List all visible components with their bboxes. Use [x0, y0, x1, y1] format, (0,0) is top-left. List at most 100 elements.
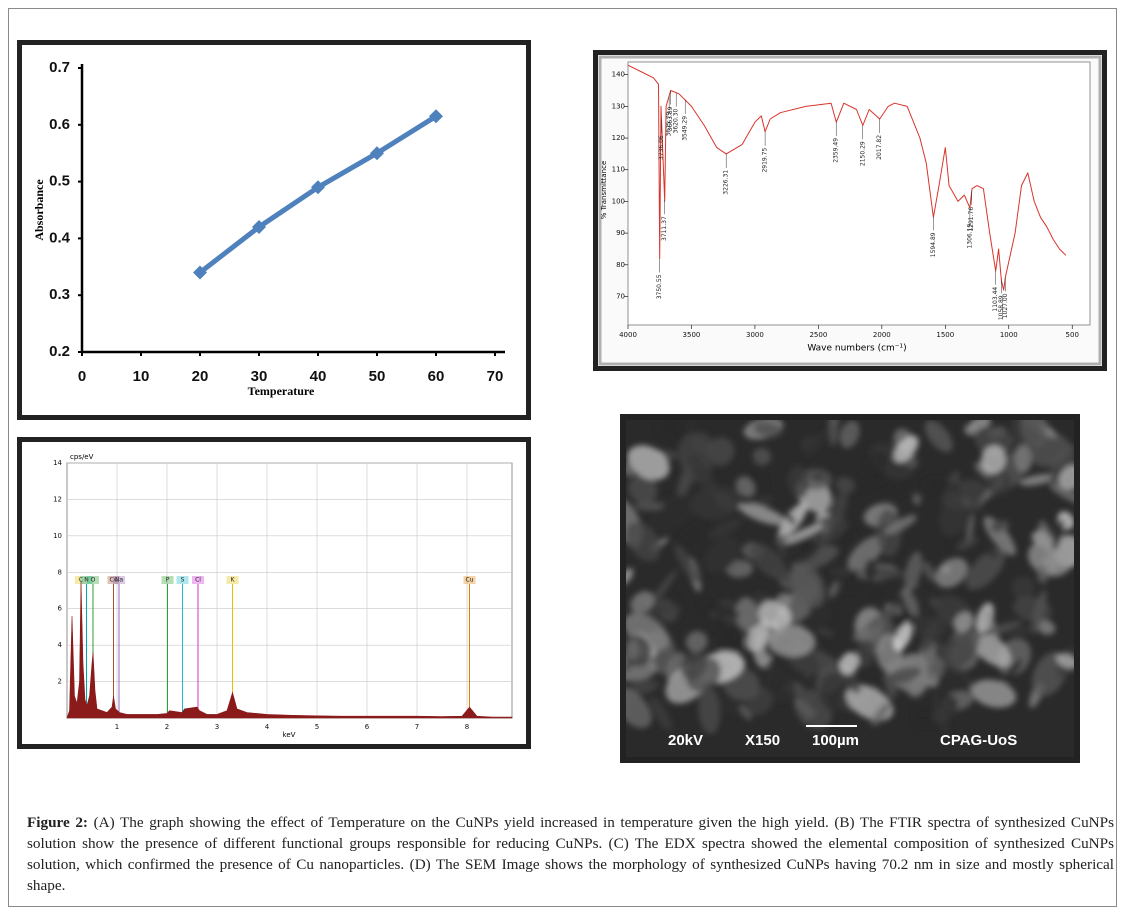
- y-tick-label: 110: [612, 166, 625, 174]
- element-tag: [87, 576, 99, 585]
- sem-grain: [1049, 484, 1074, 507]
- sem-grain: [893, 435, 919, 463]
- peak-label: 2150.29: [859, 141, 866, 166]
- sem-grain: [866, 603, 903, 629]
- peak-label: 2359.49: [833, 138, 840, 163]
- y-tick-label: 130: [612, 102, 625, 110]
- plot-area: [66, 462, 513, 719]
- element-label: K: [231, 577, 236, 584]
- y-tick-label: 14: [53, 459, 62, 467]
- sem-grain: [916, 710, 934, 718]
- sem-grain: [817, 627, 835, 637]
- element-label: O: [91, 577, 96, 584]
- sem-grain: [966, 548, 1006, 590]
- sem-grain: [931, 704, 955, 724]
- x-tick-label: 2500: [809, 331, 827, 339]
- element-label: P: [166, 577, 170, 584]
- sem-grain: [674, 544, 701, 584]
- x-tick-label: 1: [115, 723, 119, 731]
- sem-grain: [791, 563, 826, 608]
- peak-label: 1306.19: [966, 224, 973, 249]
- sem-grain: [943, 623, 981, 670]
- y-tick-label: 80: [616, 261, 625, 269]
- element-tag: [463, 576, 476, 585]
- y-tick-label: 0.6: [49, 116, 70, 133]
- sem-grain: [1055, 653, 1074, 669]
- sem-grain: [1058, 464, 1074, 490]
- sem-grain: [922, 561, 936, 582]
- sem-grain: [1036, 564, 1049, 584]
- sem-grain: [1048, 443, 1074, 489]
- panel-c: 2 4 6 8 10 12 14 1 2 3 4 5 6 7 8 keV cps/eV C N O Cu Na P S Cl K C…: [17, 437, 531, 749]
- sem-grain: [627, 445, 670, 481]
- sem-grain: [1052, 519, 1065, 551]
- sem-grain: [871, 594, 881, 603]
- sem-grain: [735, 476, 755, 498]
- caption: Figure 2: (A) The graph showing the effe…: [27, 812, 1114, 896]
- x-tick-label: 3500: [683, 331, 701, 339]
- sem-grain: [745, 624, 770, 652]
- x-tick-label: 30: [251, 368, 268, 385]
- sem-grain: [888, 666, 922, 684]
- y-tick-label: 90: [616, 229, 625, 237]
- sem-grain: [649, 696, 673, 731]
- peak-label: 1027.00: [1002, 293, 1009, 318]
- sem-grain: [752, 421, 783, 438]
- absorbance-chart: 0.2 0.3 0.4 0.5 0.6 0.7 0 10 20 30 40 50 60 70 Tempera…: [32, 59, 505, 398]
- sem-grain: [912, 591, 943, 618]
- x-tick-label: 500: [1066, 331, 1079, 339]
- data-point: [311, 180, 325, 195]
- sem-grain: [956, 536, 978, 550]
- sem-grain: [784, 523, 823, 544]
- sem-texture: [626, 420, 1074, 736]
- x-tick-label: 10: [133, 368, 150, 385]
- sem-grain: [1031, 532, 1059, 549]
- peak-label: 3736.06: [658, 135, 665, 160]
- sem-grain: [698, 687, 721, 735]
- plot-area: [627, 61, 1091, 326]
- sem-grain: [626, 687, 652, 728]
- element-label: C: [79, 577, 83, 584]
- data-point: [193, 265, 207, 280]
- x-tick-label: 2000: [873, 331, 891, 339]
- sem-grain: [750, 543, 787, 579]
- sem-grain: [758, 600, 792, 631]
- panel-a: 0.2 0.3 0.4 0.5 0.6 0.7 0 10 20 30 40 50 60 70 Tempera…: [17, 40, 531, 420]
- x-tick-label: 70: [487, 368, 504, 385]
- peak-label: 2017.82: [876, 135, 883, 160]
- panel-d: 20kV X150 100µm CPAG-UoS: [620, 414, 1080, 763]
- sem-grain: [828, 420, 839, 447]
- x-axis-label: Temperature: [248, 384, 315, 398]
- sem-grain: [626, 463, 635, 477]
- sem-grain: [866, 452, 888, 473]
- data-point: [429, 109, 443, 124]
- sem-grain: [966, 512, 975, 544]
- sem-grain: [1011, 575, 1036, 600]
- sem-grain: [805, 429, 828, 457]
- x-tick-label: 20: [192, 368, 209, 385]
- sem-grain: [656, 420, 685, 445]
- sem-grain: [628, 475, 658, 504]
- sem-grain: [844, 570, 859, 593]
- sem-image: 20kV X150 100µm CPAG-UoS: [626, 420, 1074, 757]
- element-label: Cu: [110, 577, 118, 584]
- sem-grain: [920, 619, 940, 653]
- sem-grain: [763, 667, 796, 703]
- sem-lab: CPAG-UoS: [940, 732, 1017, 749]
- sem-grain: [731, 625, 742, 645]
- sem-grain: [704, 536, 740, 574]
- element-tag: [161, 576, 174, 585]
- y-tick-label: 0.4: [49, 229, 71, 246]
- sem-grain: [735, 597, 759, 633]
- peak-label: 1058.89: [998, 295, 1005, 320]
- sem-grain: [819, 673, 847, 712]
- element-tag: [176, 576, 189, 585]
- sem-grain: [787, 465, 810, 499]
- y-tick-label: 6: [58, 605, 63, 613]
- sem-grain: [978, 620, 1023, 637]
- y-axis-label: Absorbance: [32, 179, 46, 241]
- peak-label: 2919.75: [762, 148, 769, 173]
- sem-grain: [883, 514, 917, 535]
